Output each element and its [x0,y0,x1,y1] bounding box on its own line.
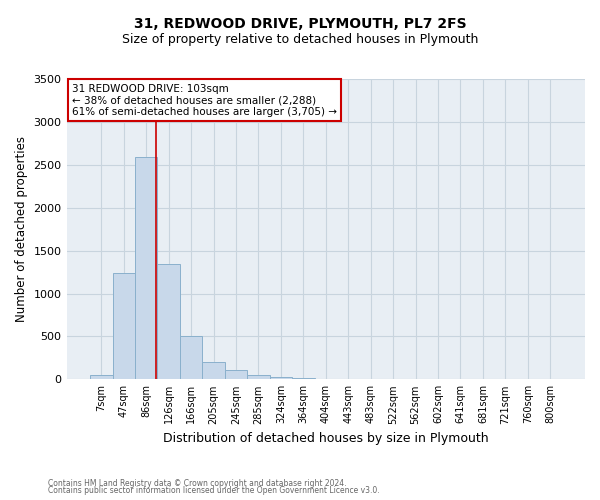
Bar [180,336,202,380]
Bar [202,362,225,380]
X-axis label: Distribution of detached houses by size in Plymouth: Distribution of detached houses by size … [163,432,488,445]
Text: Contains public sector information licensed under the Open Government Licence v3: Contains public sector information licen… [48,486,380,495]
Bar [225,370,247,380]
Text: 31 REDWOOD DRIVE: 103sqm
← 38% of detached houses are smaller (2,288)
61% of sem: 31 REDWOOD DRIVE: 103sqm ← 38% of detach… [72,84,337,116]
Text: Size of property relative to detached houses in Plymouth: Size of property relative to detached ho… [122,32,478,46]
Bar [247,375,269,380]
Bar [292,378,314,380]
Y-axis label: Number of detached properties: Number of detached properties [15,136,28,322]
Bar [113,273,135,380]
Bar [90,375,113,380]
Text: Contains HM Land Registry data © Crown copyright and database right 2024.: Contains HM Land Registry data © Crown c… [48,478,347,488]
Bar [157,264,180,380]
Bar [135,157,157,380]
Text: 31, REDWOOD DRIVE, PLYMOUTH, PL7 2FS: 31, REDWOOD DRIVE, PLYMOUTH, PL7 2FS [134,18,466,32]
Bar [269,376,292,380]
